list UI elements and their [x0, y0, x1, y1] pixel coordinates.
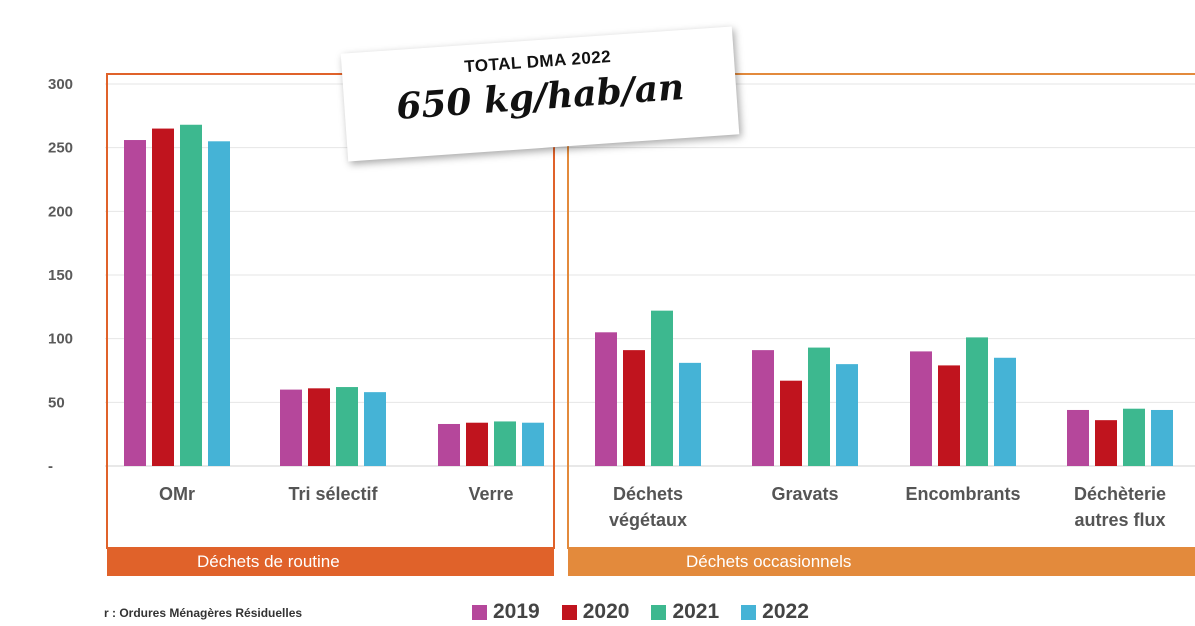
bar: [438, 423, 460, 466]
x-category-label: Encombrants: [905, 484, 1020, 504]
y-tick-label: 150: [48, 267, 73, 284]
bar: [522, 422, 544, 466]
bar: [466, 422, 488, 466]
bar: [124, 140, 146, 466]
bar: [280, 389, 302, 466]
bar: [938, 365, 960, 466]
y-tick-label: 300: [48, 76, 73, 93]
legend-item: 2021: [651, 600, 719, 624]
footnote: r : Ordures Ménagères Résiduelles: [104, 606, 303, 620]
legend-label: 2021: [672, 600, 720, 623]
bar: [152, 128, 174, 467]
bar: [595, 332, 617, 466]
y-tick-label: 50: [48, 394, 65, 411]
x-category-label: Gravats: [771, 484, 838, 504]
group-band: [568, 548, 1195, 576]
group-band: [107, 548, 554, 576]
bar: [1151, 409, 1173, 466]
bar: [180, 124, 202, 466]
bar: [910, 351, 932, 466]
bar: [752, 350, 774, 466]
x-category-label: Tri sélectif: [288, 484, 378, 504]
legend-swatch: [472, 604, 487, 620]
bar: [994, 357, 1016, 466]
y-tick-label: -: [48, 458, 53, 475]
bar: [336, 387, 358, 466]
y-tick-label: 100: [48, 331, 73, 348]
x-category-label: Verre: [468, 484, 513, 504]
bar: [1095, 420, 1117, 466]
legend-item: 2020: [561, 600, 630, 624]
bar: [1123, 408, 1145, 466]
legend-swatch: [651, 604, 667, 620]
x-category-label: Déchèterie: [1074, 484, 1166, 504]
x-category-label: OMr: [159, 484, 195, 504]
bar: [208, 141, 230, 467]
bar: [679, 362, 701, 466]
x-category-label: Déchets: [613, 484, 683, 504]
legend: 2019 2020 2021 2022: [472, 600, 809, 624]
bar: [651, 310, 673, 466]
y-tick-label: 250: [48, 140, 73, 157]
legend-item: 2022: [741, 600, 809, 624]
legend-label: 2022: [762, 600, 809, 623]
legend-label: 2020: [582, 600, 630, 623]
bar: [364, 392, 386, 466]
bar: [623, 350, 645, 466]
legend-label: 2019: [493, 600, 540, 623]
group-band-label: Déchets de routine: [197, 552, 340, 571]
legend-item: 2019: [472, 600, 540, 624]
bar: [308, 388, 330, 466]
x-category-label: végétaux: [609, 510, 687, 530]
bar: [494, 421, 516, 466]
group-band-label: Déchets occasionnels: [686, 552, 851, 571]
bar: [780, 380, 802, 466]
bar: [1067, 409, 1089, 466]
legend-swatch: [741, 604, 757, 620]
y-tick-label: 200: [48, 203, 73, 220]
x-category-label: autres flux: [1074, 510, 1165, 530]
legend-swatch: [561, 604, 577, 620]
bar: [808, 347, 830, 466]
bar: [966, 337, 988, 466]
bar: [836, 364, 858, 466]
